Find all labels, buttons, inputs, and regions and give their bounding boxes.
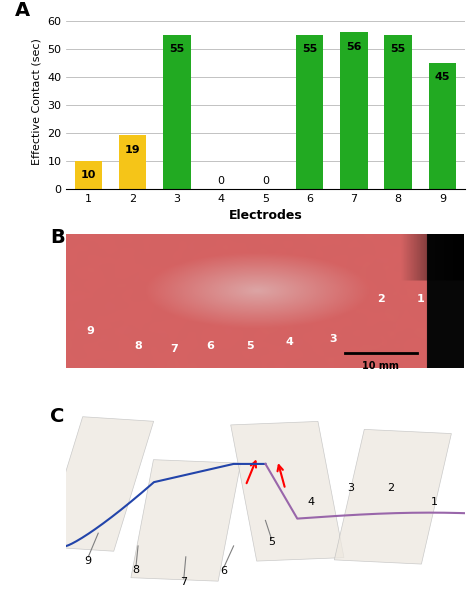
Bar: [428, 63, 456, 189]
Text: 7: 7: [170, 344, 178, 354]
Text: 2: 2: [377, 294, 385, 304]
Text: 55: 55: [169, 45, 184, 54]
Bar: [340, 32, 368, 189]
Text: 10 mm: 10 mm: [363, 361, 399, 371]
Y-axis label: Effective Contact (sec): Effective Contact (sec): [32, 39, 42, 165]
Bar: [384, 35, 412, 189]
Text: 5: 5: [246, 341, 253, 351]
Text: 6: 6: [206, 341, 214, 351]
Text: 2: 2: [387, 482, 394, 493]
Text: 6: 6: [220, 566, 227, 576]
Text: 8: 8: [134, 341, 142, 351]
Text: 56: 56: [346, 42, 362, 52]
Text: 19: 19: [125, 145, 140, 155]
Text: 55: 55: [302, 45, 317, 54]
Polygon shape: [334, 429, 451, 564]
Text: 1: 1: [417, 294, 425, 304]
Text: 5: 5: [268, 537, 275, 548]
Text: 55: 55: [391, 45, 406, 54]
Text: 4: 4: [285, 337, 293, 347]
Polygon shape: [43, 417, 154, 551]
Text: 9: 9: [85, 555, 92, 566]
Text: 0: 0: [262, 177, 269, 186]
Text: 1: 1: [431, 497, 438, 507]
Text: 3: 3: [329, 334, 337, 344]
Text: C: C: [50, 408, 65, 426]
Polygon shape: [131, 459, 241, 581]
Text: 3: 3: [347, 482, 355, 493]
Bar: [296, 35, 323, 189]
Text: B: B: [50, 228, 65, 247]
Text: A: A: [15, 1, 30, 20]
Text: 8: 8: [132, 564, 140, 575]
Text: 9: 9: [86, 326, 94, 336]
Text: 0: 0: [218, 177, 225, 186]
Text: 7: 7: [180, 578, 187, 587]
X-axis label: Electrodes: Electrodes: [228, 209, 302, 222]
Bar: [163, 35, 191, 189]
Polygon shape: [231, 421, 344, 561]
Text: 4: 4: [308, 497, 315, 507]
Bar: [119, 136, 146, 189]
Text: 10: 10: [81, 171, 96, 180]
Text: 45: 45: [435, 72, 450, 83]
Bar: [75, 160, 102, 189]
